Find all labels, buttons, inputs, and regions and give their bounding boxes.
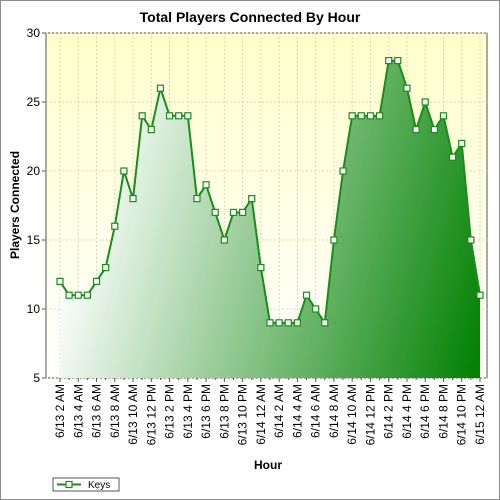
chart-title: Total Players Connected By Hour: [140, 9, 361, 25]
x-tick-label: 6/14 2 PM: [382, 384, 396, 439]
data-point: [467, 236, 475, 244]
legend-marker-swatch: [65, 480, 73, 489]
y-tick-label: 30: [27, 26, 41, 40]
data-point: [83, 291, 91, 299]
legend: Keys: [52, 477, 120, 492]
x-tick-label: 6/14 10 AM: [345, 384, 359, 445]
x-axis-label: Hour: [254, 458, 282, 472]
data-point: [385, 56, 393, 65]
data-point: [394, 56, 402, 65]
x-tick-label: 6/15 12 AM: [473, 384, 487, 445]
data-point: [476, 291, 484, 299]
x-tick-label: 6/14 6 PM: [418, 384, 432, 439]
x-tick-label: 6/14 8 AM: [327, 384, 341, 438]
x-tick-label: 6/13 6 AM: [90, 384, 104, 438]
data-point: [412, 125, 420, 134]
x-tick-label: 6/14 6 AM: [309, 384, 323, 438]
data-point: [312, 305, 320, 313]
y-tick-label: 15: [27, 233, 41, 247]
x-tick-label: 6/13 8 PM: [217, 384, 231, 439]
x-axis-ticks: 6/13 2 AM 6/13 4 AM 6/13 6 AM 6/13 8 AM 6/13…: [53, 378, 487, 445]
data-point: [439, 112, 448, 120]
y-tick-label: 5: [33, 371, 40, 385]
data-point: [156, 84, 165, 92]
y-tick-label: 20: [27, 164, 41, 178]
data-point: [266, 319, 274, 327]
data-point: [147, 125, 155, 134]
x-tick-label: 6/13 2 PM: [163, 384, 177, 439]
series-area: [60, 60, 480, 378]
data-point: [421, 98, 429, 106]
x-tick-label: 6/13 2 AM: [53, 384, 67, 438]
x-tick-label: 6/13 6 PM: [199, 384, 213, 439]
series-markers: [56, 56, 484, 327]
data-point: [56, 277, 64, 285]
data-point: [175, 112, 183, 120]
data-point: [302, 291, 311, 299]
legend-label-keys: Keys: [88, 480, 110, 491]
data-point: [65, 291, 73, 299]
data-point: [220, 236, 228, 244]
y-tick-label: 10: [27, 302, 41, 316]
data-point: [229, 208, 238, 216]
x-tick-label: 6/14 4 PM: [400, 384, 414, 439]
x-tick-label: 6/14 8 PM: [436, 384, 450, 439]
data-point: [284, 319, 292, 327]
data-point: [339, 167, 347, 175]
data-point: [348, 112, 356, 120]
x-tick-label: 6/13 12 PM: [144, 384, 158, 445]
x-tick-label: 6/13 8 AM: [108, 384, 122, 438]
data-point: [366, 112, 375, 120]
x-tick-label: 6/13 10 AM: [126, 384, 140, 445]
x-tick-label: 6/14 12 AM: [254, 384, 268, 445]
data-point: [257, 264, 265, 272]
data-point: [211, 208, 219, 216]
y-tick-label: 25: [27, 95, 41, 109]
data-point: [111, 222, 119, 230]
data-point: [202, 181, 210, 189]
data-point: [430, 125, 438, 134]
x-tick-label: 6/14 10 PM: [455, 384, 469, 445]
y-axis-ticks: 5 10 15 20 25 30: [27, 26, 46, 385]
data-point: [449, 153, 457, 161]
data-point: [357, 112, 365, 120]
data-point: [275, 319, 283, 327]
data-point: [92, 277, 101, 285]
data-point: [293, 319, 301, 327]
data-point: [129, 195, 137, 203]
x-tick-label: 6/13 10 PM: [236, 384, 250, 445]
x-tick-label: 6/13 4 AM: [71, 384, 85, 438]
data-point: [321, 319, 329, 327]
data-point: [193, 195, 201, 203]
data-point: [458, 139, 466, 147]
data-point: [239, 208, 247, 216]
data-point: [165, 112, 174, 120]
x-tick-label: 6/14 4 AM: [290, 384, 304, 438]
data-point: [74, 291, 82, 299]
data-point: [330, 236, 338, 244]
data-point: [138, 112, 146, 120]
data-point: [248, 195, 256, 203]
data-point: [375, 112, 384, 120]
x-tick-label: 6/14 12 PM: [363, 384, 377, 445]
y-axis-label: Players Connected: [8, 151, 22, 259]
x-tick-label: 6/14 2 AM: [272, 384, 286, 438]
data-point: [120, 167, 128, 175]
data-point: [403, 84, 411, 92]
data-point: [102, 264, 110, 272]
data-point: [184, 112, 192, 120]
x-tick-label: 6/13 4 PM: [181, 384, 195, 439]
